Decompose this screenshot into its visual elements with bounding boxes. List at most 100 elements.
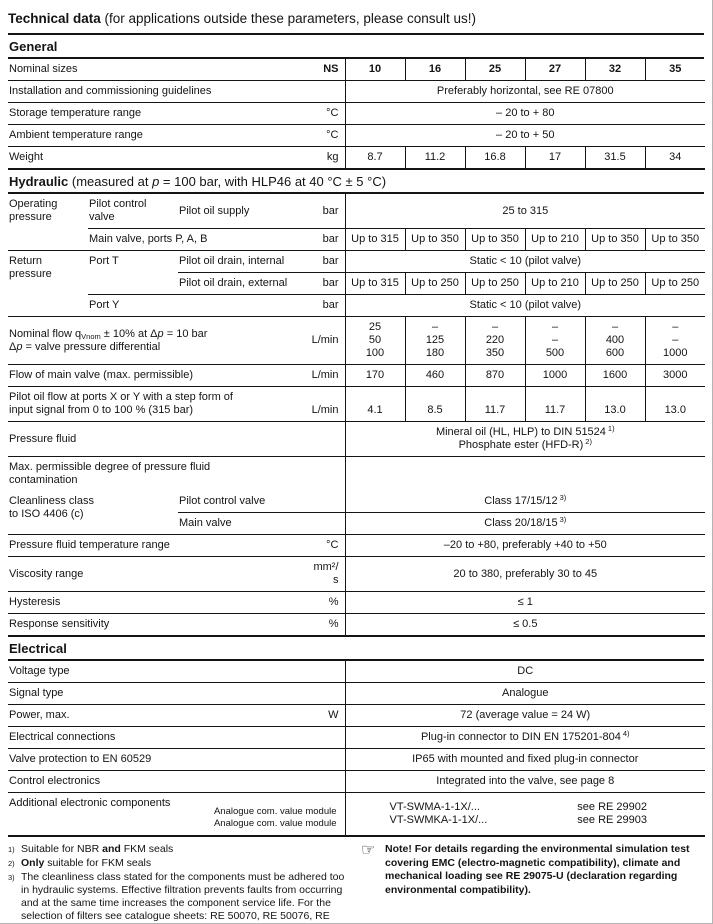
value-cell: 870 xyxy=(464,364,525,387)
unit-cell xyxy=(310,512,345,535)
label-subscript: Vnom xyxy=(81,331,101,341)
heading-detail: (measured at xyxy=(68,174,153,189)
value-cell: 4.1 xyxy=(344,386,405,422)
value-cell: 34 xyxy=(644,146,705,169)
row-label: Flow of main valve (max. permissible) xyxy=(8,364,310,387)
value-cell: DC xyxy=(344,661,705,683)
footnote-text: Suitable for NBR and FKM seals xyxy=(21,843,353,856)
row-group-label: Return pressure xyxy=(8,250,88,317)
unit-cell xyxy=(310,682,345,705)
row-label: Power, max. xyxy=(8,704,310,727)
footnote-marker: 2) xyxy=(8,859,15,868)
unit-cell: °C xyxy=(310,534,345,557)
value-cell: 25 xyxy=(464,59,525,81)
value-cell: –220 350 xyxy=(464,316,525,365)
value-cell: 16 xyxy=(404,59,465,81)
unit-cell: bar xyxy=(310,272,345,295)
table-row: Nominal sizes NS 10 16 25 27 32 35 xyxy=(8,59,705,81)
value-cell: 35 xyxy=(644,59,705,81)
table-row: Viscosity range mm²/s 20 to 380, prefera… xyxy=(8,556,706,592)
value-cell: Up to 350 xyxy=(644,228,706,251)
table-row: Weight kg 8.7 11.2 16.8 17 31.5 34 xyxy=(8,146,705,169)
value-fragment: Phosphate ester (HFD-R) xyxy=(458,439,584,451)
value-cell: Up to 350 xyxy=(464,228,525,251)
row-label: Additional electronic components Analogue… xyxy=(8,792,345,836)
heading-detail: = 100 bar, with HLP46 at 40 °C ± 5 °C) xyxy=(159,174,387,189)
table-row: Electrical connections Plug-in connector… xyxy=(8,726,705,749)
unit-cell: L/min xyxy=(310,386,345,422)
module-name: VT-SWMA-1-1X/... xyxy=(389,801,480,813)
row-label: Max. permissible degree of pressure flui… xyxy=(8,456,345,491)
footnote-text: The cleanliness class stated for the com… xyxy=(21,871,345,922)
heading-detail: p xyxy=(152,174,160,189)
label-fragment: contamination xyxy=(9,474,78,486)
value-line: – xyxy=(551,321,559,333)
value-line: – xyxy=(491,321,499,333)
value-cell: Up to 210 xyxy=(524,228,585,251)
table-row: Port Y bar Static < 10 (pilot valve) xyxy=(8,294,706,317)
section-heading-label: General xyxy=(9,39,58,54)
value-line: 50 xyxy=(368,334,382,346)
unit-cell xyxy=(310,748,345,771)
footnote-fragment: Suitable for NBR xyxy=(21,843,103,855)
label-fragment: Additional electronic components xyxy=(9,797,171,809)
value-cell: ≤ 0.5 xyxy=(344,613,706,636)
value-cell: Mineral oil (HL, HLP) to DIN 51524 1) Phos… xyxy=(344,421,706,457)
table-row: Power, max. W 72 (average value = 24 W) xyxy=(8,704,705,727)
row-label: Pilot oil flow at ports X or Y with a st… xyxy=(8,386,310,422)
table-row: Voltage type DC xyxy=(8,661,705,683)
value-cell: 13.0 xyxy=(584,386,645,422)
general-table: Nominal sizes NS 10 16 25 27 32 35 Insta… xyxy=(8,59,705,170)
value-fragment: Plug-in connector to DIN EN 175201-804 xyxy=(420,731,621,743)
row-label: Nominal flow qVnom ± 10% at Δp = 10 bar Δ… xyxy=(8,316,310,365)
pointing-hand-icon: ☞ xyxy=(361,842,376,859)
value-fragment: Class 20/18/15 xyxy=(484,517,558,529)
value-cell: 20 to 380, preferably 30 to 45 xyxy=(344,556,706,592)
value-cell: Up to 250 xyxy=(584,272,645,295)
value-line: – xyxy=(672,334,679,346)
module-ref: see RE 29903 xyxy=(577,814,647,826)
value-fragment: Mineral oil (HL, HLP) to DIN 51524 xyxy=(435,426,606,438)
value-cell: 170 xyxy=(344,364,405,387)
row-label: Viscosity range xyxy=(8,556,310,592)
footnote-ref: 3) xyxy=(559,515,567,524)
value-cell: Preferably horizontal, see RE 07800 xyxy=(344,80,705,103)
value-cell: – 20 to + 80 xyxy=(344,102,705,125)
footnote-text: Only suitable for FKM seals xyxy=(21,857,353,870)
value-cell: Up to 250 xyxy=(404,272,465,295)
value-cell: 1000 xyxy=(524,364,585,387)
unit-cell: L/min xyxy=(310,316,345,365)
table-row: Installation and commissioning guideline… xyxy=(8,80,705,103)
value-line: – xyxy=(611,321,619,333)
row-label: Control electronics xyxy=(8,770,310,793)
value-fragment: Class 17/15/12 xyxy=(484,495,558,507)
table-row: Response sensitivity % ≤ 0.5 xyxy=(8,613,706,636)
value-cell: 10 xyxy=(344,59,405,81)
table-row: Valve protection to EN 60529 IP65 with m… xyxy=(8,748,705,771)
row-label: Signal type xyxy=(8,682,310,705)
unit-cell: kg xyxy=(310,146,345,169)
row-sublabel: Pilot oil drain, internal xyxy=(178,250,310,273)
unit-cell: W xyxy=(310,704,345,727)
value-cell: Plug-in connector to DIN EN 175201-804 4) xyxy=(344,726,705,749)
table-row: Pressure fluid temperature range °C –20 … xyxy=(8,534,706,557)
row-label: Voltage type xyxy=(9,665,70,677)
table-row: Cleanliness class to ISO 4406 (c) Pilot c… xyxy=(8,491,706,520)
row-sublabel: Pilot control valve xyxy=(89,198,147,223)
table-row: Pilot oil flow at ports X or Y with a st… xyxy=(8,386,706,422)
row-sublabel: Pilot oil drain, external xyxy=(178,272,310,295)
value-cell: VT-SWMA-1-1X/... VT-SWMKA-1-1X/... see RE … xyxy=(344,792,705,836)
unit-cell: bar xyxy=(322,204,339,217)
section-heading-label: Hydraulic xyxy=(9,174,69,189)
module-sublabels: Analogue com. value module Analogue com. … xyxy=(214,806,341,830)
value-cell: Up to 350 xyxy=(584,228,645,251)
note-text: Note! For details regarding the environm… xyxy=(385,843,690,896)
value-cell: –125 180 xyxy=(404,316,465,365)
row-sublabel: Pilot oil supply xyxy=(179,204,250,217)
unit-cell: mm²/s xyxy=(310,556,345,592)
table-row: Hysteresis % ≤ 1 xyxy=(8,591,706,614)
value-cell: 17 xyxy=(524,146,585,169)
value-cell: 8.5 xyxy=(404,386,465,422)
value-cell: 31.5 xyxy=(584,146,645,169)
value-line: – xyxy=(672,321,679,333)
